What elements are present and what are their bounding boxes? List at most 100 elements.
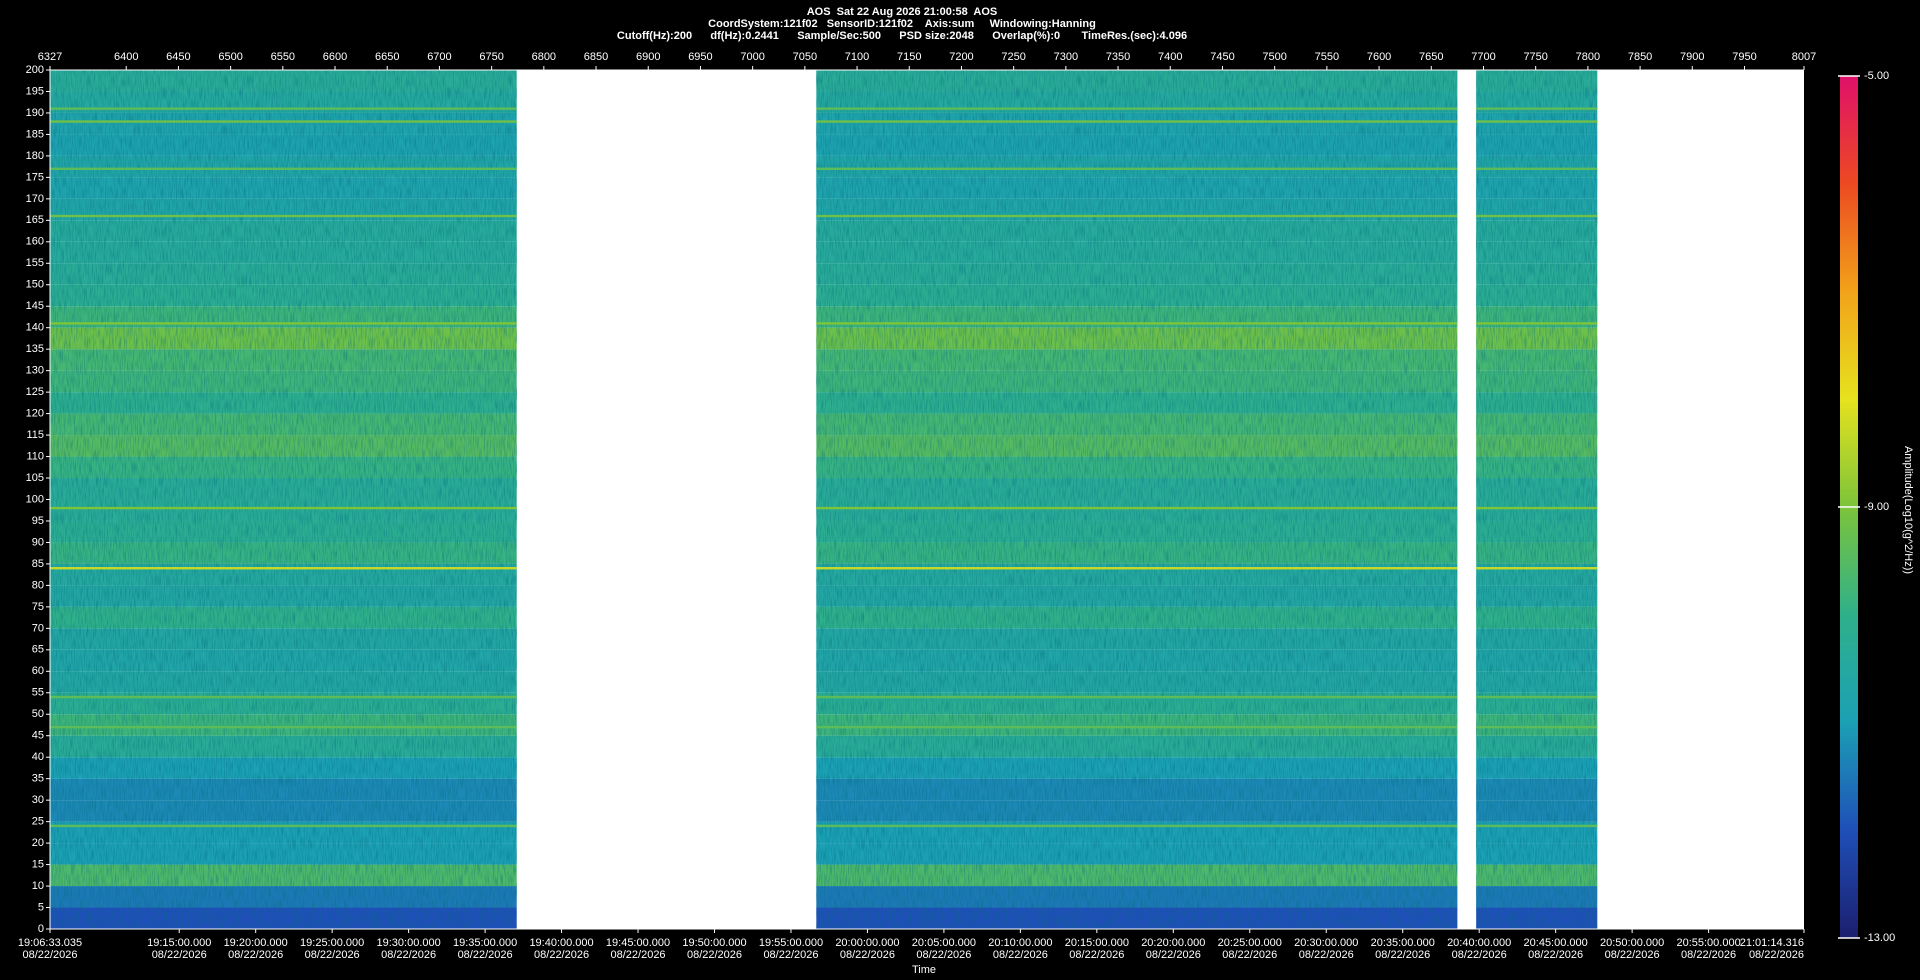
date-tick-label: 08/22/2026 [1299, 949, 1354, 961]
top-tick-label: 7850 [1628, 51, 1652, 63]
y-tick-label: 80 [32, 579, 44, 591]
date-tick-label: 08/22/2026 [687, 949, 742, 961]
colorbar-label: Amplitude(Log10(g^2/Hz)) [1902, 446, 1914, 574]
y-tick-label: 155 [26, 257, 44, 269]
tonal-line [816, 167, 1458, 170]
y-tick-label: 180 [26, 150, 44, 162]
top-tick-label: 7550 [1315, 51, 1339, 63]
chart-subtitle: CoordSystem:121f02 SensorID:121f02 Axis:… [708, 18, 1096, 30]
tonal-line [50, 120, 517, 123]
tonal-line [50, 824, 517, 828]
top-tick-label: 6327 [38, 51, 62, 63]
tonal-line [50, 567, 517, 570]
y-tick-label: 85 [32, 558, 44, 570]
tonal-line [816, 695, 1458, 699]
y-tick-label: 105 [26, 472, 44, 484]
tonal-line [1476, 167, 1598, 170]
y-tick-label: 200 [26, 64, 44, 76]
time-tick-label: 20:25:00.000 [1218, 937, 1282, 949]
y-tick-label: 140 [26, 322, 44, 334]
top-tick-label: 7150 [897, 51, 921, 63]
y-tick-label: 25 [32, 816, 44, 828]
chart-title: AOS Sat 22 Aug 2026 21:00:58 AOS [807, 6, 998, 18]
tonal-line [816, 824, 1458, 828]
texture [1476, 70, 1598, 929]
top-tick-label: 7700 [1471, 51, 1495, 63]
y-tick-label: 0 [38, 923, 44, 935]
tonal-line [50, 322, 517, 325]
colorbar-tick-label: -5.00 [1864, 70, 1889, 82]
y-tick-label: 70 [32, 622, 44, 634]
time-tick-label: 20:35:00.000 [1371, 937, 1435, 949]
top-tick-label: 7400 [1158, 51, 1182, 63]
time-tick-label: 20:10:00.000 [988, 937, 1052, 949]
date-tick-label: 08/22/2026 [1375, 949, 1430, 961]
top-tick-label: 7500 [1262, 51, 1286, 63]
date-tick-label: 08/22/2026 [534, 949, 589, 961]
time-tick-label: 19:40:00.000 [529, 937, 593, 949]
date-tick-label: 08/22/2026 [381, 949, 436, 961]
tonal-line [1476, 214, 1598, 218]
time-tick-label: 19:35:00.000 [453, 937, 517, 949]
y-tick-label: 5 [38, 901, 44, 913]
top-tick-label: 7200 [949, 51, 973, 63]
time-tick-label: 20:45:00.000 [1524, 937, 1588, 949]
tonal-line [1476, 506, 1598, 510]
tonal-line [1476, 695, 1598, 699]
date-tick-label: 08/22/2026 [611, 949, 666, 961]
date-tick-label: 08/22/2026 [993, 949, 1048, 961]
top-tick-label: 6650 [375, 51, 399, 63]
top-tick-label: 7300 [1054, 51, 1078, 63]
date-tick-label: 08/22/2026 [152, 949, 207, 961]
date-tick-label: 08/22/2026 [916, 949, 971, 961]
date-tick-label: 08/22/2026 [1749, 949, 1804, 961]
date-tick-label: 08/22/2026 [1452, 949, 1507, 961]
time-tick-label: 20:20:00.000 [1141, 937, 1205, 949]
y-tick-label: 115 [26, 429, 44, 441]
top-tick-label: 7250 [1001, 51, 1025, 63]
y-tick-label: 195 [26, 85, 44, 97]
texture [50, 70, 517, 929]
top-tick-label: 7750 [1523, 51, 1547, 63]
time-tick-label: 19:45:00.000 [606, 937, 670, 949]
time-tick-label: 20:30:00.000 [1294, 937, 1358, 949]
tonal-line [50, 695, 517, 699]
top-tick-label: 6800 [532, 51, 556, 63]
colorbar-tick-label: -13.00 [1864, 932, 1895, 944]
date-tick-label: 08/22/2026 [1222, 949, 1277, 961]
y-tick-label: 125 [26, 386, 44, 398]
x-axis-label: Time [912, 964, 936, 976]
y-tick-label: 165 [26, 214, 44, 226]
y-tick-label: 100 [26, 493, 44, 505]
y-tick-label: 20 [32, 837, 44, 849]
top-tick-label: 7050 [793, 51, 817, 63]
tonal-line [816, 725, 1458, 729]
tonal-line [50, 214, 517, 218]
chart-subtitle: Cutoff(Hz):200 df(Hz):0.2441 Sample/Sec:… [617, 30, 1187, 42]
tonal-line [1476, 725, 1598, 729]
tonal-line [816, 107, 1458, 110]
top-tick-label: 7950 [1732, 51, 1756, 63]
top-tick-label: 6550 [271, 51, 295, 63]
time-tick-label: 19:50:00.000 [682, 937, 746, 949]
date-tick-label: 08/22/2026 [458, 949, 513, 961]
time-tick-label: 19:20:00.000 [224, 937, 288, 949]
plot-area [50, 70, 1598, 929]
y-tick-label: 50 [32, 708, 44, 720]
y-tick-label: 160 [26, 236, 44, 248]
top-tick-label: 6950 [688, 51, 712, 63]
tonal-line [1476, 824, 1598, 828]
tonal-line [816, 567, 1458, 570]
y-tick-label: 55 [32, 687, 44, 699]
tonal-line [50, 107, 517, 110]
y-tick-label: 95 [32, 515, 44, 527]
top-tick-label: 7650 [1419, 51, 1443, 63]
tonal-line [816, 506, 1458, 510]
top-tick-label: 6850 [584, 51, 608, 63]
top-tick-label: 6500 [218, 51, 242, 63]
time-tick-label: 19:06:33.035 [18, 937, 82, 949]
time-tick-label: 20:05:00.000 [912, 937, 976, 949]
tonal-line [816, 120, 1458, 123]
date-tick-label: 08/22/2026 [305, 949, 360, 961]
y-tick-label: 30 [32, 794, 44, 806]
